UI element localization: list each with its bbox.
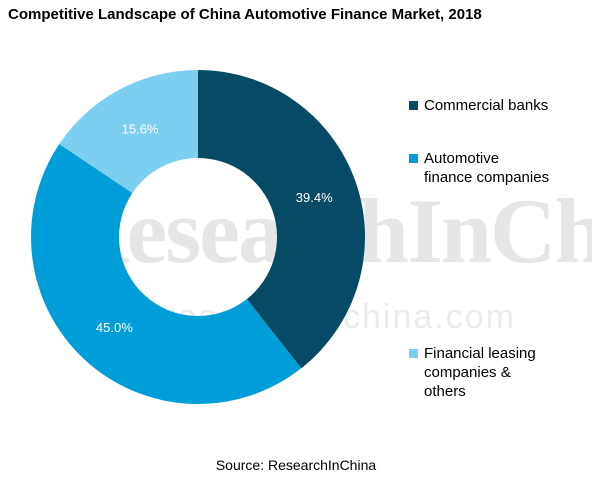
source-note: Source: ResearchInChina	[215, 457, 377, 473]
legend-swatch	[409, 101, 418, 110]
legend-label: Automotive finance companies	[424, 149, 584, 187]
legend-swatch	[409, 349, 418, 358]
slice-value-label: 15.6%	[122, 121, 159, 136]
legend-item-2: Automotive finance companies	[409, 149, 584, 187]
legend-label-line: others	[424, 383, 466, 400]
donut-slice-2	[30, 144, 302, 405]
donut-slice-3	[59, 70, 199, 194]
legend-label-line: Commercial banks	[424, 97, 549, 114]
legend-label-line: companies &	[424, 364, 511, 381]
legend-item-3: Financial leasing companies & others	[409, 344, 584, 401]
slice-value-label: 45.0%	[96, 320, 133, 335]
legend-label-line: Financial leasing	[424, 345, 536, 362]
legend-item-1: Commercial banks	[409, 96, 584, 115]
legend-swatch	[409, 154, 418, 163]
legend-label: Financial leasing companies & others	[424, 344, 584, 401]
legend-label-line: finance companies	[424, 169, 550, 186]
chart-title: Competitive Landscape of China Automotiv…	[8, 6, 482, 23]
slice-labels: 39.4% 45.0% 15.6%	[96, 121, 333, 335]
slice-value-label: 39.4%	[296, 190, 333, 205]
donut-slices	[30, 70, 366, 405]
legend-label: Commercial banks	[424, 96, 584, 115]
legend-label-line: Automotive	[424, 150, 500, 167]
donut-slice-1	[198, 70, 366, 369]
